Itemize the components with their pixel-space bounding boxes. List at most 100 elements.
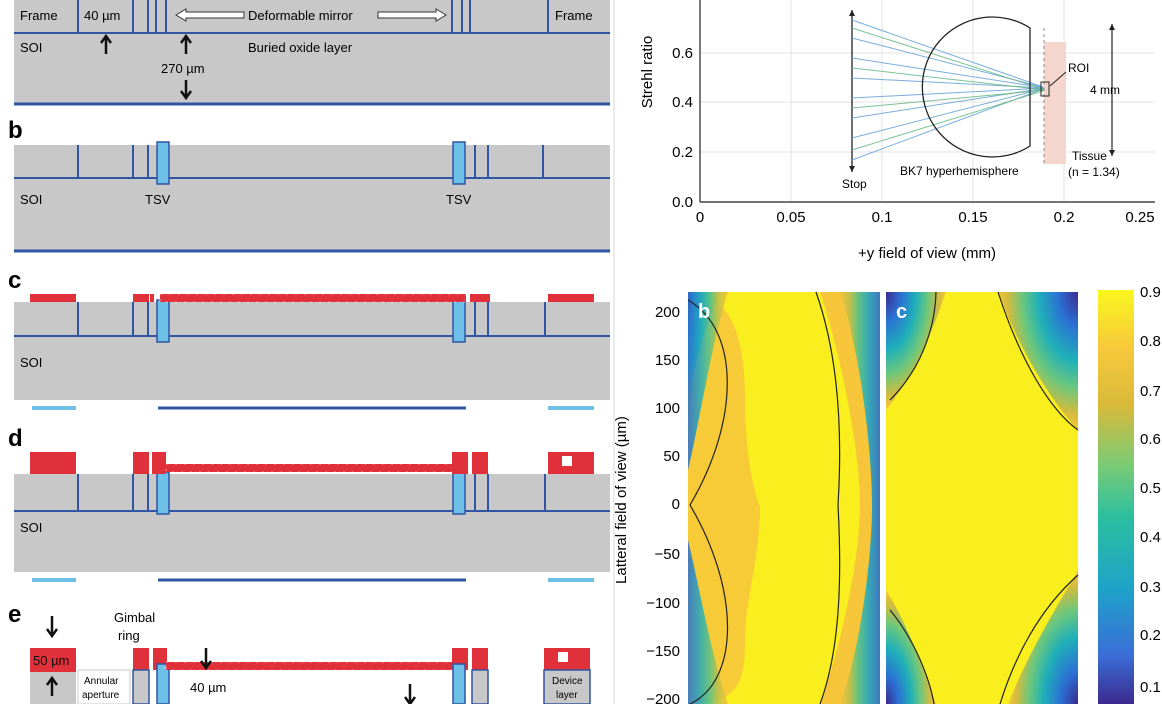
down-arrow-icon <box>179 80 193 101</box>
colorbar-gradient <box>1098 290 1134 704</box>
down-arrow-icon <box>45 616 59 639</box>
colorbar-tick-labels: 0.9 0.8 0.7 0.6 0.5 0.4 0.3 0.2 0.1 <box>1140 284 1161 696</box>
heatmap-letter-c: c <box>896 301 907 323</box>
colorbar-tick-label: 0.4 <box>1140 529 1161 546</box>
deformable-mirror-label: Deformable mirror <box>248 8 353 23</box>
contour-line <box>997 291 1079 431</box>
x-tick-label: 0.1 <box>872 209 893 226</box>
tissue-label: Tissue <box>1072 149 1107 163</box>
up-arrow-icon <box>45 675 59 696</box>
dimension-50um: 50 µm <box>33 653 69 668</box>
tissue-index-label: (n = 1.34) <box>1068 165 1120 179</box>
colorbar-tick-label: 0.5 <box>1140 480 1161 497</box>
panel-letter-b: b <box>8 117 23 144</box>
roi-label: ROI <box>1068 61 1089 75</box>
contour-line <box>889 609 935 705</box>
panel-letter-c: c <box>8 267 21 294</box>
colorbar-tick-label: 0.2 <box>1140 627 1161 644</box>
contour-line <box>999 574 1079 705</box>
dimension-40um-a: 40 µm <box>84 8 120 23</box>
tissue-region <box>1044 42 1066 164</box>
substrate-c <box>14 302 610 400</box>
colorbar-tick-label: 0.7 <box>1140 383 1161 400</box>
device-layer-label-line2: layer <box>556 690 578 701</box>
down-arrow-icon <box>199 648 213 671</box>
y-tick-labels: 0.0 0.2 0.4 0.6 <box>672 45 693 211</box>
double-arrow-left-icon <box>175 8 245 22</box>
y-tick-label: 0.0 <box>672 194 693 211</box>
gimbal-ring-label-line1: Gimbal <box>114 610 155 625</box>
soi-label-c: SOI <box>20 355 42 370</box>
stop-label: Stop <box>842 177 867 191</box>
y-tick-label: 0.6 <box>672 45 693 62</box>
y-tick-label: 50 <box>663 448 680 465</box>
optical-inset: ROI 4 mm Stop BK7 hyperhemisphere Tissue… <box>842 10 1120 191</box>
down-arrow-icon <box>403 684 417 707</box>
y-tick-label: 150 <box>655 352 680 369</box>
colorbar-tick-label: 0.8 <box>1140 333 1161 350</box>
substrate-a <box>14 0 610 104</box>
hyperhemisphere-lens <box>921 16 1031 158</box>
tsv-via-right <box>452 141 466 185</box>
colorbar-tick-label: 0.6 <box>1140 431 1161 448</box>
up-arrow-icon <box>179 33 193 54</box>
panel-b: b SOI TSV TSV <box>8 117 610 253</box>
buried-oxide-label: Buried oxide layer <box>248 40 353 55</box>
dimension-40um-e: 40 µm <box>190 680 226 695</box>
frame-label-right: Frame <box>555 8 593 23</box>
heatmap-letter-b: b <box>698 301 710 323</box>
hyperhemisphere-label: BK7 hyperhemisphere <box>900 164 1019 178</box>
x-tick-label: 0.15 <box>958 209 987 226</box>
substrate-d <box>14 474 610 572</box>
heatmap-y-axis-label: Latteral field of view (µm) <box>613 416 630 584</box>
contour-line <box>889 291 937 401</box>
panel-letter-e: e <box>8 601 21 628</box>
y-tick-label: 200 <box>655 304 680 321</box>
device-layer-label-line1: Device <box>552 676 583 687</box>
x-tick-label: 0.2 <box>1054 209 1075 226</box>
x-tick-labels: 0 0.05 0.1 0.15 0.2 0.25 <box>696 209 1155 226</box>
heatmap-b: b <box>687 291 880 705</box>
contour-line <box>815 291 841 705</box>
tsv-label-left: TSV <box>145 192 171 207</box>
panel-a: Frame Frame 40 µm Deformable mirror SOI … <box>14 0 610 106</box>
annular-aperture-label-line2: aperture <box>82 690 120 701</box>
x-tick-label: 0.05 <box>776 209 805 226</box>
x-tick-label: 0.25 <box>1125 209 1154 226</box>
dimension-270um: 270 µm <box>161 61 205 76</box>
soi-label-d: SOI <box>20 520 42 535</box>
panel-d: d SOI <box>8 425 610 582</box>
substrate-b <box>14 145 610 251</box>
frame-label-left: Frame <box>20 8 58 23</box>
panel-c: c SOI <box>8 267 610 410</box>
size-label: 4 mm <box>1090 83 1120 97</box>
fabrication-diagram: Frame Frame 40 µm Deformable mirror SOI … <box>8 0 610 707</box>
x-tick-label: 0 <box>696 209 704 226</box>
y-axis-label: Strehl ratio <box>639 36 656 109</box>
colorbar: 0.9 0.8 0.7 0.6 0.5 0.4 0.3 0.2 0.1 <box>1098 284 1161 704</box>
y-tick-label: −100 <box>646 595 680 612</box>
heatmap-c: c <box>886 291 1079 705</box>
y-tick-label: 100 <box>655 400 680 417</box>
colorbar-tick-label: 0.9 <box>1140 284 1161 301</box>
double-arrow-right-icon <box>377 8 447 22</box>
colorbar-tick-label: 0.1 <box>1140 679 1161 696</box>
contour-line <box>687 299 729 705</box>
y-tick-label: −200 <box>646 691 680 704</box>
mirror-resist-layer <box>159 293 467 303</box>
resist-layer <box>30 294 76 302</box>
heatmap-figure: Latteral field of view (µm) 200 150 100 … <box>613 284 1161 708</box>
soi-label-b: SOI <box>20 192 42 207</box>
strehl-ratio-plot: ROI 4 mm Stop BK7 hyperhemisphere Tissue… <box>639 0 1155 262</box>
tsv-label-right: TSV <box>446 192 472 207</box>
y-tick-label: −150 <box>646 643 680 660</box>
x-axis-label: +y field of view (mm) <box>858 245 996 262</box>
gimbal-ring-label-line2: ring <box>118 628 140 643</box>
y-tick-label: 0.2 <box>672 144 693 161</box>
colorbar-tick-label: 0.3 <box>1140 579 1161 596</box>
y-tick-label: 0.4 <box>672 94 693 111</box>
panel-letter-d: d <box>8 425 23 452</box>
roi-box <box>1040 81 1050 97</box>
panel-e: e Gimbal ring 50 µm Annular aperture 40 … <box>8 601 591 707</box>
